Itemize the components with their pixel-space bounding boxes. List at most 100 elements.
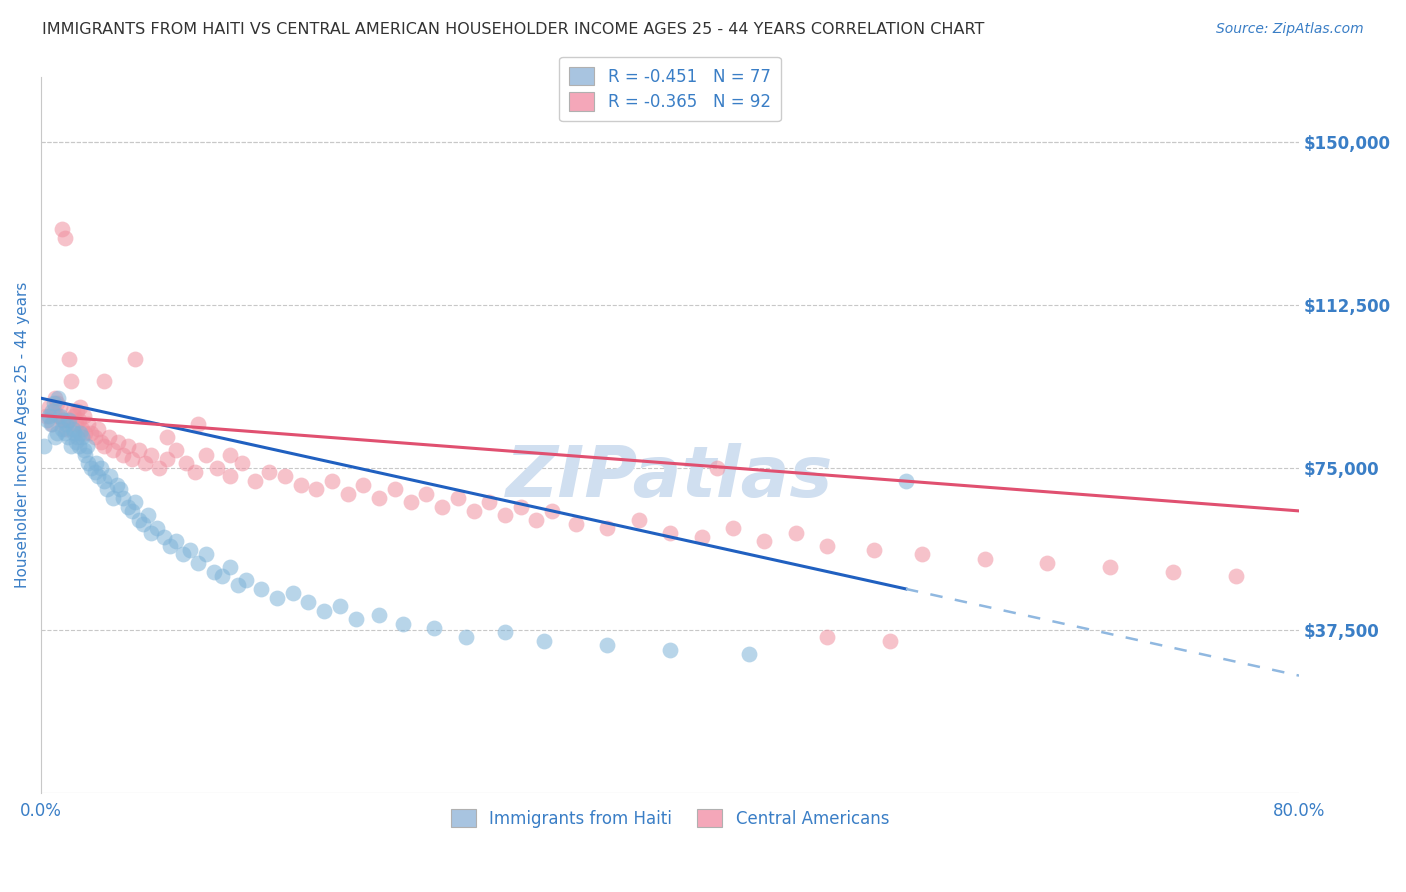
Point bbox=[38, 409, 60, 423]
Point bbox=[90, 460, 112, 475]
Point bbox=[121, 451, 143, 466]
Point bbox=[195, 547, 218, 561]
Point bbox=[659, 525, 682, 540]
Point bbox=[59, 439, 82, 453]
Y-axis label: Householder Income Ages 25 - 44 years: Householder Income Ages 25 - 44 years bbox=[15, 282, 30, 588]
Point bbox=[37, 413, 59, 427]
Point bbox=[72, 443, 94, 458]
Point bbox=[690, 530, 713, 544]
Point bbox=[344, 612, 367, 626]
Point bbox=[132, 516, 155, 531]
Text: ZIPatlas: ZIPatlas bbox=[506, 443, 834, 513]
Point bbox=[368, 491, 391, 505]
Point bbox=[124, 352, 146, 367]
Point bbox=[32, 439, 55, 453]
Point bbox=[165, 443, 187, 458]
Point bbox=[415, 486, 437, 500]
Point bbox=[226, 577, 249, 591]
Point bbox=[430, 500, 453, 514]
Point bbox=[51, 421, 73, 435]
Point bbox=[69, 400, 91, 414]
Point bbox=[156, 430, 179, 444]
Point bbox=[218, 560, 240, 574]
Point bbox=[103, 443, 125, 458]
Point bbox=[38, 400, 60, 414]
Point bbox=[290, 478, 312, 492]
Point bbox=[706, 460, 728, 475]
Point bbox=[447, 491, 470, 505]
Point bbox=[187, 556, 209, 570]
Point bbox=[384, 482, 406, 496]
Point bbox=[42, 395, 65, 409]
Point bbox=[231, 456, 253, 470]
Point bbox=[105, 478, 128, 492]
Point bbox=[218, 448, 240, 462]
Point bbox=[368, 607, 391, 622]
Point bbox=[257, 465, 280, 479]
Point bbox=[815, 539, 838, 553]
Point bbox=[314, 604, 336, 618]
Point bbox=[266, 591, 288, 605]
Point bbox=[205, 460, 228, 475]
Point bbox=[454, 630, 477, 644]
Point bbox=[336, 486, 359, 500]
Point bbox=[174, 456, 197, 470]
Point bbox=[76, 439, 98, 453]
Point bbox=[48, 391, 70, 405]
Point bbox=[69, 425, 91, 440]
Point bbox=[235, 574, 257, 588]
Point bbox=[159, 539, 181, 553]
Point bbox=[62, 421, 84, 435]
Point bbox=[1099, 560, 1122, 574]
Point bbox=[329, 599, 352, 614]
Point bbox=[86, 421, 108, 435]
Point bbox=[146, 521, 169, 535]
Point bbox=[65, 417, 87, 432]
Point bbox=[93, 474, 115, 488]
Point bbox=[59, 374, 82, 388]
Point bbox=[973, 551, 995, 566]
Point bbox=[51, 222, 73, 236]
Point bbox=[243, 474, 266, 488]
Point bbox=[49, 400, 72, 414]
Point bbox=[84, 456, 107, 470]
Point bbox=[117, 500, 139, 514]
Point bbox=[128, 443, 150, 458]
Point bbox=[56, 430, 79, 444]
Point bbox=[399, 495, 422, 509]
Legend: Immigrants from Haiti, Central Americans: Immigrants from Haiti, Central Americans bbox=[444, 803, 896, 834]
Point bbox=[42, 404, 65, 418]
Point bbox=[53, 425, 76, 440]
Text: IMMIGRANTS FROM HAITI VS CENTRAL AMERICAN HOUSEHOLDER INCOME AGES 25 - 44 YEARS : IMMIGRANTS FROM HAITI VS CENTRAL AMERICA… bbox=[42, 22, 984, 37]
Point bbox=[134, 456, 156, 470]
Point bbox=[172, 547, 194, 561]
Point bbox=[148, 460, 170, 475]
Point bbox=[894, 474, 917, 488]
Point bbox=[141, 448, 163, 462]
Point bbox=[97, 430, 120, 444]
Point bbox=[526, 512, 548, 526]
Point bbox=[202, 565, 225, 579]
Point bbox=[52, 413, 75, 427]
Point bbox=[509, 500, 531, 514]
Point bbox=[494, 508, 516, 523]
Point bbox=[423, 621, 446, 635]
Point bbox=[596, 638, 619, 652]
Point bbox=[352, 478, 374, 492]
Point bbox=[63, 409, 86, 423]
Point bbox=[627, 512, 650, 526]
Point bbox=[564, 516, 586, 531]
Point bbox=[541, 504, 564, 518]
Point bbox=[1225, 569, 1247, 583]
Point bbox=[58, 413, 80, 427]
Point bbox=[463, 504, 485, 518]
Point bbox=[80, 425, 103, 440]
Point bbox=[108, 482, 131, 496]
Point bbox=[141, 525, 163, 540]
Point bbox=[52, 413, 75, 427]
Point bbox=[136, 508, 159, 523]
Point bbox=[67, 413, 90, 427]
Point bbox=[63, 425, 86, 440]
Point bbox=[41, 404, 63, 418]
Point bbox=[53, 231, 76, 245]
